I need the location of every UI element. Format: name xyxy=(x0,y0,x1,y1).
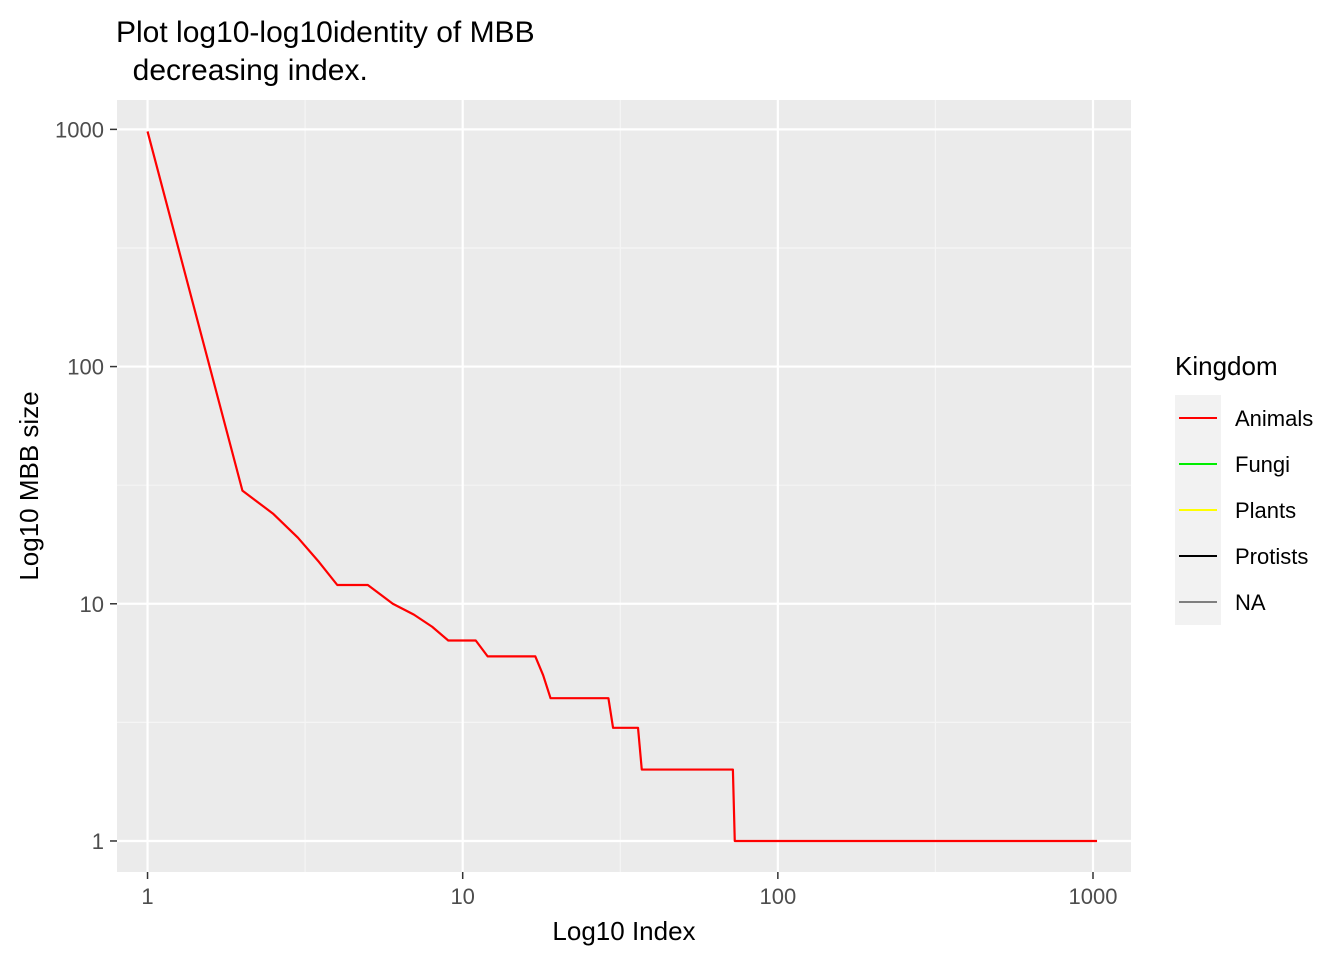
chart-title-line: decreasing index. xyxy=(116,54,368,87)
legend-item: Plants xyxy=(1175,487,1296,533)
legend-item: Animals xyxy=(1175,395,1313,441)
x-tick-label: 100 xyxy=(759,884,796,909)
y-axis-title: Log10 MBB size xyxy=(14,391,44,580)
legend-item: Protists xyxy=(1175,533,1308,579)
legend-label: Plants xyxy=(1235,498,1296,523)
x-tick-label: 10 xyxy=(450,884,474,909)
y-tick-label: 1 xyxy=(92,829,104,854)
series-lines xyxy=(146,131,1098,843)
y-tick-label: 100 xyxy=(67,355,104,380)
series-line-animals xyxy=(146,131,1098,843)
legend-label: NA xyxy=(1235,590,1266,615)
y-axis: 1 10 100 1000 xyxy=(55,117,117,854)
x-tick-label: 1000 xyxy=(1069,884,1118,909)
legend-title: Kingdom xyxy=(1175,351,1278,381)
chart-title-line: Plot log10-log10identity of MBB xyxy=(116,16,535,49)
legend-item: NA xyxy=(1175,579,1266,625)
x-axis: 1 10 100 1000 xyxy=(141,872,1117,909)
major-grid xyxy=(117,100,1131,872)
y-tick-label: 1000 xyxy=(55,117,104,142)
x-axis-title: Log10 Index xyxy=(552,916,695,946)
legend-label: Animals xyxy=(1235,406,1313,431)
y-tick-label: 10 xyxy=(80,592,104,617)
minor-grid xyxy=(117,100,1131,872)
legend: Kingdom Animals Fungi Plants Protists NA xyxy=(1175,351,1313,625)
x-tick-label: 1 xyxy=(141,884,153,909)
plot-panel xyxy=(117,100,1131,872)
legend-item: Fungi xyxy=(1175,441,1290,487)
chart-title: Plot log10-log10identity of MBB decreasi… xyxy=(116,16,535,87)
legend-label: Fungi xyxy=(1235,452,1290,477)
legend-label: Protists xyxy=(1235,544,1308,569)
